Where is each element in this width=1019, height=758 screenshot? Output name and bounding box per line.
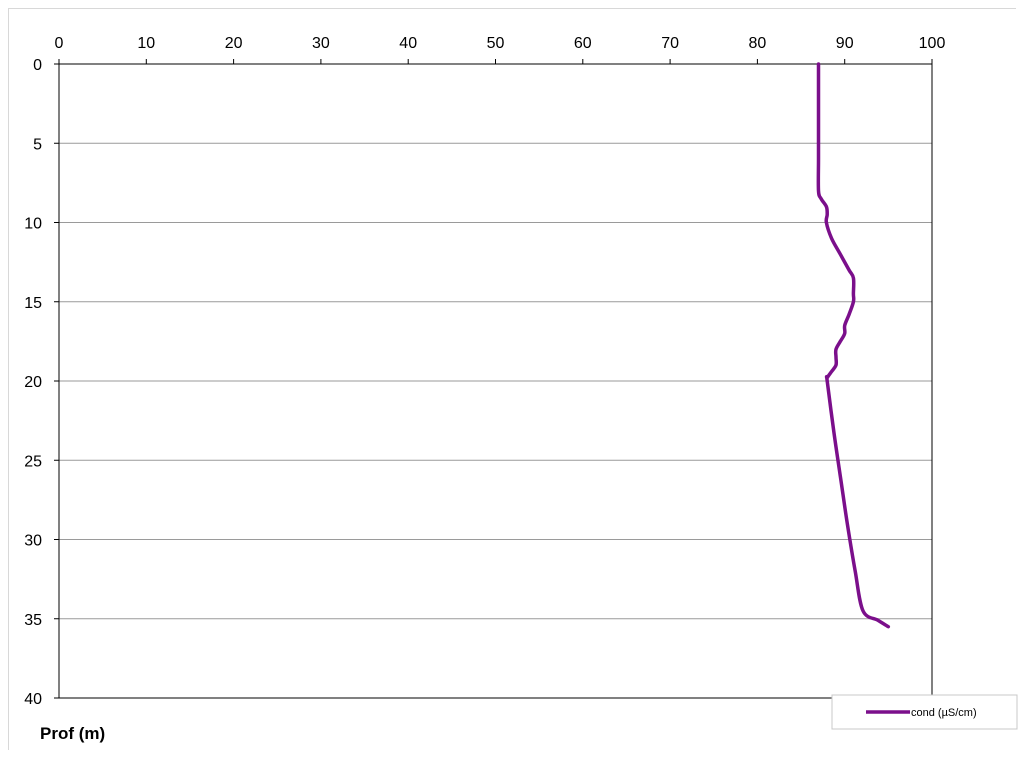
legend-box xyxy=(831,694,1018,730)
y-tick-label-10: 10 xyxy=(24,216,42,233)
y-tick-label-40: 40 xyxy=(24,691,42,708)
x-tick-label-40: 40 xyxy=(399,35,417,52)
y-tick-label-25: 25 xyxy=(24,453,42,470)
y-tick-label-35: 35 xyxy=(24,612,42,629)
y-tick-label-5: 5 xyxy=(33,136,42,153)
series-line-cond xyxy=(816,62,891,629)
x-tick-label-70: 70 xyxy=(661,35,679,52)
y-axis-label: Prof (m) xyxy=(40,724,105,743)
x-axis-ticks: 0 10 20 30 40 50 60 70 80 90 100 xyxy=(55,35,946,64)
x-tick-label-100: 100 xyxy=(919,35,946,52)
y-axis-ticks: 0 5 10 15 20 25 30 35 40 xyxy=(24,57,59,708)
gridlines xyxy=(59,142,932,620)
y-tick-label-15: 15 xyxy=(24,295,42,312)
chart-frame xyxy=(8,8,1016,750)
y-tick-label-20: 20 xyxy=(24,374,42,391)
x-tick-label-30: 30 xyxy=(312,35,330,52)
x-tick-label-20: 20 xyxy=(225,35,243,52)
x-tick-label-60: 60 xyxy=(574,35,592,52)
x-tick-label-0: 0 xyxy=(55,35,64,52)
y-tick-label-30: 30 xyxy=(24,533,42,550)
x-tick-label-90: 90 xyxy=(836,35,854,52)
legend: cond (µS/cm) xyxy=(831,694,1018,730)
x-tick-label-50: 50 xyxy=(487,35,505,52)
y-tick-label-0: 0 xyxy=(33,57,42,74)
x-tick-label-80: 80 xyxy=(749,35,767,52)
x-tick-label-10: 10 xyxy=(137,35,155,52)
legend-label-cond: cond (µS/cm) xyxy=(911,707,977,719)
